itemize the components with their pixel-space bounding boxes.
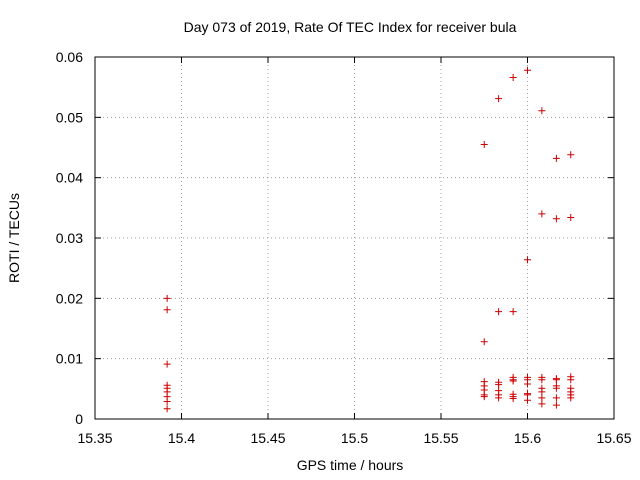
chart-title: Day 073 of 2019, Rate Of TEC Index for r… — [184, 19, 517, 35]
data-point — [509, 308, 517, 316]
y-tick-labels: 0 0.01 0.02 0.03 0.04 0.05 0.06 — [56, 49, 83, 427]
data-point — [567, 376, 575, 384]
data-point — [552, 215, 560, 223]
x-tick-labels: 15.35 15.4 15.45 15.5 15.55 15.6 15.65 — [77, 430, 631, 446]
data-point — [538, 376, 546, 384]
data-point — [163, 398, 171, 406]
x-tick-label: 15.5 — [341, 430, 368, 446]
data-point — [524, 66, 531, 74]
x-axis-label: GPS time / hours — [297, 457, 404, 473]
data-point — [524, 256, 531, 264]
data-point — [538, 388, 546, 396]
data-point — [552, 376, 560, 384]
data-point — [495, 394, 503, 402]
data-point — [163, 294, 171, 302]
data-point — [567, 151, 575, 159]
y-tick-label: 0.02 — [56, 290, 83, 306]
data-point — [552, 154, 560, 162]
y-tick-label: 0.05 — [56, 109, 83, 125]
data-point — [567, 394, 575, 402]
grid-lines — [95, 57, 614, 419]
x-tick-label: 15.45 — [250, 430, 285, 446]
data-point — [538, 400, 546, 408]
data-point — [163, 306, 171, 314]
x-tick-label: 15.65 — [596, 430, 631, 446]
data-point — [480, 338, 488, 346]
data-point — [495, 381, 503, 389]
data-points — [163, 66, 575, 413]
data-point — [524, 380, 531, 388]
data-point — [495, 308, 503, 316]
data-point — [480, 140, 488, 148]
data-point — [538, 107, 546, 115]
data-point — [538, 210, 546, 218]
y-tick-label: 0.03 — [56, 230, 83, 246]
data-point — [552, 401, 560, 409]
data-point — [552, 384, 560, 392]
data-point — [538, 394, 546, 402]
data-point — [495, 95, 503, 103]
data-point — [524, 396, 531, 404]
y-axis-label: ROTI / TECUs — [6, 193, 22, 283]
data-point — [567, 213, 575, 221]
y-tick-label: 0 — [75, 411, 83, 427]
data-point — [509, 74, 517, 82]
data-point — [552, 394, 560, 402]
x-tick-label: 15.6 — [514, 430, 541, 446]
data-point — [163, 405, 171, 413]
y-tick-label: 0.06 — [56, 49, 83, 65]
data-point — [163, 360, 171, 368]
data-point — [480, 393, 488, 401]
axis-ticks — [94, 56, 615, 420]
x-tick-label: 15.55 — [423, 430, 458, 446]
x-tick-label: 15.4 — [168, 430, 195, 446]
x-tick-label: 15.35 — [77, 430, 112, 446]
y-tick-label: 0.01 — [56, 351, 83, 367]
y-tick-label: 0.04 — [56, 170, 83, 186]
data-point — [509, 394, 517, 402]
data-point — [509, 377, 517, 385]
